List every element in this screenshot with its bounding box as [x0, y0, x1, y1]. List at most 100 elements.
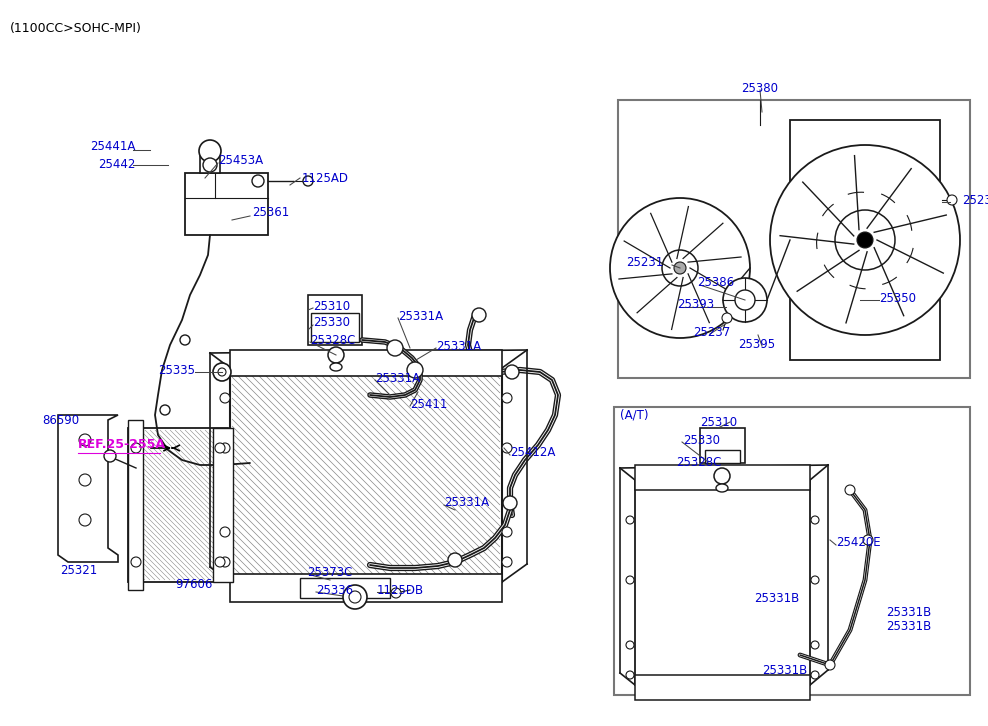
Text: 25331A: 25331A: [398, 311, 444, 324]
Circle shape: [391, 588, 401, 598]
Circle shape: [502, 393, 512, 403]
Circle shape: [215, 443, 225, 453]
Circle shape: [863, 535, 873, 545]
Text: 25235: 25235: [962, 194, 988, 206]
Text: 25310: 25310: [313, 300, 350, 312]
Circle shape: [735, 290, 755, 310]
Circle shape: [199, 140, 221, 162]
Text: 25328C: 25328C: [676, 455, 721, 468]
Text: 25335: 25335: [158, 364, 195, 377]
Circle shape: [662, 250, 698, 286]
Text: REF.25-255A: REF.25-255A: [78, 439, 166, 452]
Bar: [128, 428, 228, 582]
Circle shape: [215, 557, 225, 567]
Circle shape: [811, 576, 819, 584]
Circle shape: [825, 660, 835, 670]
Bar: [705, 450, 740, 463]
Circle shape: [723, 278, 767, 322]
Bar: [230, 350, 502, 376]
Circle shape: [947, 195, 957, 205]
Text: 25441A: 25441A: [90, 141, 135, 153]
Circle shape: [220, 557, 230, 567]
Text: 25331B: 25331B: [754, 592, 799, 605]
Circle shape: [502, 557, 512, 567]
Text: 25331A: 25331A: [375, 372, 420, 385]
Bar: [614, 407, 970, 695]
Circle shape: [180, 335, 190, 345]
Bar: [300, 578, 390, 598]
Text: (A/T): (A/T): [620, 409, 648, 422]
Circle shape: [79, 514, 91, 526]
Bar: [790, 120, 940, 360]
Circle shape: [503, 496, 517, 510]
Bar: [213, 428, 233, 582]
Circle shape: [835, 210, 895, 270]
Circle shape: [505, 365, 519, 379]
Circle shape: [502, 443, 512, 453]
Text: 25331A: 25331A: [444, 497, 489, 510]
Bar: [635, 465, 810, 490]
Bar: [200, 155, 220, 173]
Text: 25453A: 25453A: [218, 153, 263, 166]
Bar: [635, 675, 810, 700]
Text: 25380: 25380: [742, 81, 779, 94]
Text: 25350: 25350: [879, 292, 916, 304]
Circle shape: [502, 527, 512, 537]
Text: 25442: 25442: [98, 158, 135, 171]
Circle shape: [626, 576, 634, 584]
Bar: [700, 428, 745, 463]
Text: 97606: 97606: [175, 579, 212, 592]
Text: 25330: 25330: [683, 433, 720, 446]
Circle shape: [343, 585, 367, 609]
Circle shape: [626, 516, 634, 524]
Polygon shape: [58, 415, 118, 562]
Circle shape: [220, 393, 230, 403]
Text: 25412A: 25412A: [510, 446, 555, 460]
Circle shape: [722, 313, 732, 323]
Circle shape: [407, 362, 423, 378]
Ellipse shape: [330, 363, 342, 371]
Text: 25411: 25411: [410, 398, 448, 410]
Text: 25336: 25336: [316, 584, 353, 597]
Bar: [311, 313, 359, 342]
Text: 25386: 25386: [697, 277, 734, 290]
Text: 86590: 86590: [42, 414, 79, 426]
Ellipse shape: [716, 484, 728, 492]
Circle shape: [328, 347, 344, 363]
Bar: [185, 173, 268, 235]
Bar: [128, 420, 143, 590]
Circle shape: [714, 468, 730, 484]
Circle shape: [448, 553, 462, 567]
Circle shape: [131, 557, 141, 567]
Text: 1125DB: 1125DB: [377, 584, 424, 597]
Circle shape: [213, 363, 231, 381]
Text: 25420E: 25420E: [836, 537, 880, 550]
Circle shape: [104, 450, 116, 462]
Text: 25330: 25330: [313, 316, 350, 328]
Circle shape: [220, 527, 230, 537]
Bar: [230, 368, 502, 582]
Text: 1125AD: 1125AD: [302, 171, 349, 184]
Circle shape: [472, 308, 486, 322]
Circle shape: [79, 474, 91, 486]
Text: 25310: 25310: [700, 415, 737, 428]
Circle shape: [387, 340, 403, 356]
Circle shape: [770, 145, 960, 335]
Text: 25331B: 25331B: [762, 664, 807, 677]
Text: 25393: 25393: [677, 298, 714, 311]
Text: 25331B: 25331B: [886, 619, 932, 632]
Circle shape: [218, 368, 226, 376]
Text: 25321: 25321: [60, 563, 97, 576]
Text: (1100CC>SOHC-MPI): (1100CC>SOHC-MPI): [10, 22, 142, 35]
Circle shape: [131, 443, 141, 453]
Circle shape: [349, 591, 361, 603]
Circle shape: [845, 485, 855, 495]
Circle shape: [674, 262, 686, 274]
Bar: [230, 574, 502, 602]
Circle shape: [203, 158, 217, 172]
Circle shape: [811, 641, 819, 649]
Text: 25331A: 25331A: [436, 340, 481, 353]
Text: 25328C: 25328C: [310, 333, 356, 346]
Bar: [635, 480, 810, 685]
Text: 25237: 25237: [693, 325, 730, 338]
